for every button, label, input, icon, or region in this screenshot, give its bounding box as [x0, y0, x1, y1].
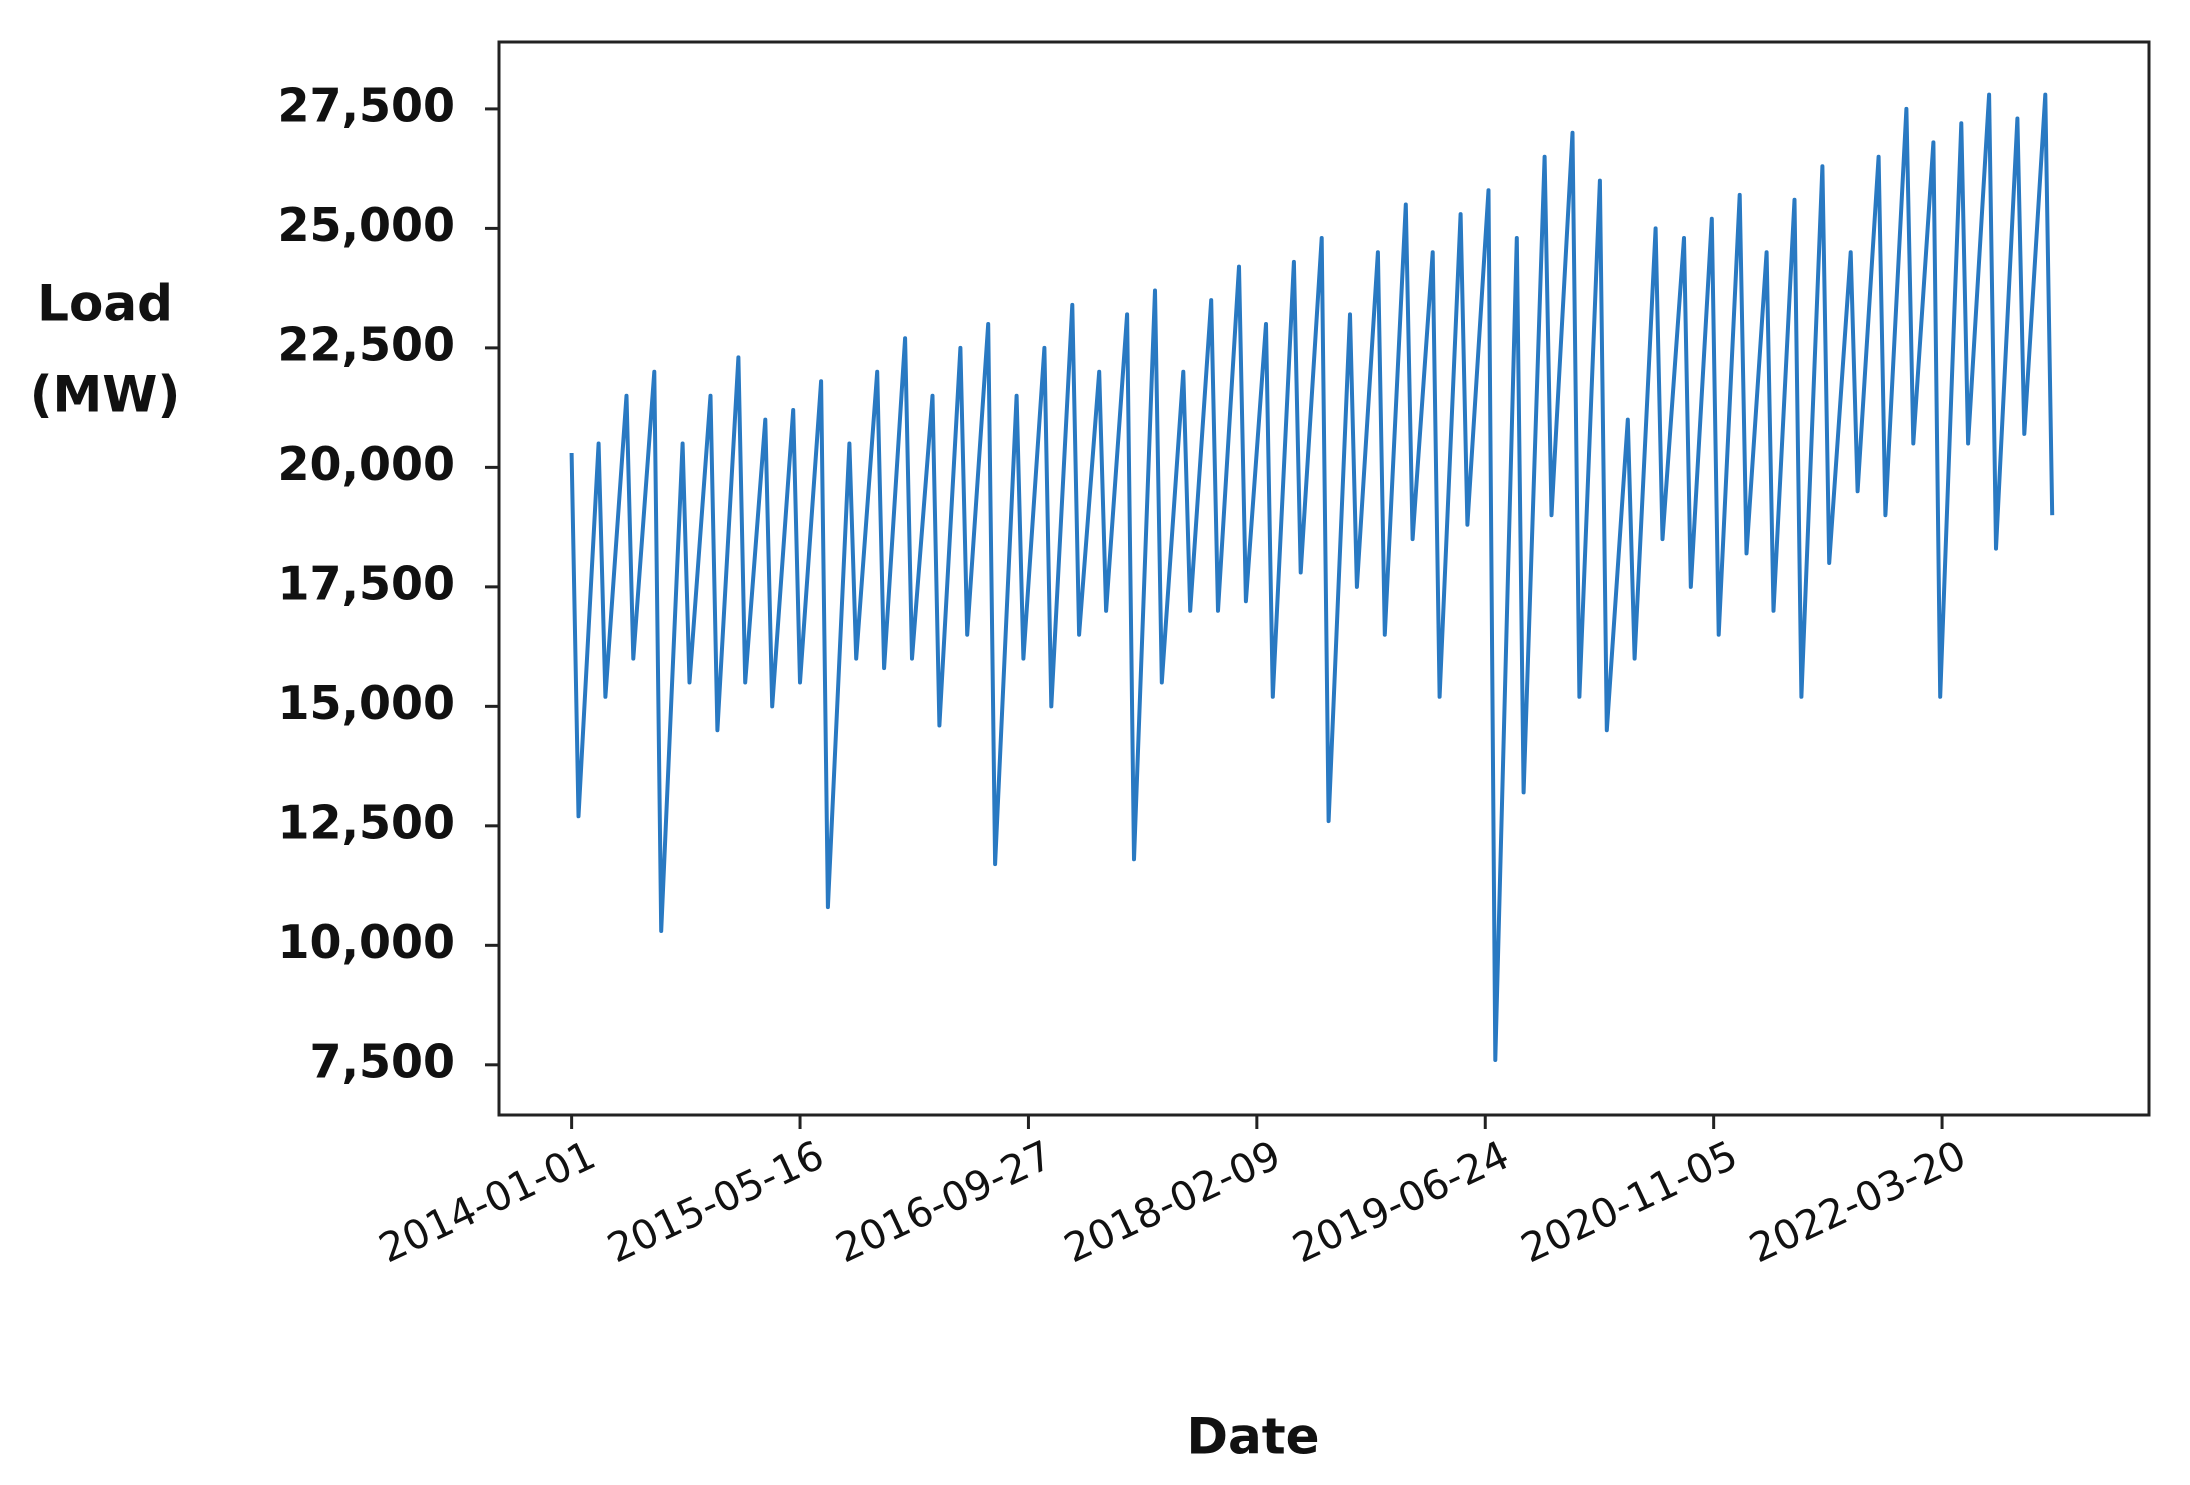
y-tick-label: 20,000	[277, 437, 455, 491]
y-tick-label: 27,500	[277, 78, 455, 132]
y-tick-label: 15,000	[277, 676, 455, 730]
data-line	[569, 92, 2055, 1062]
x-axis-label: Date	[1186, 1408, 1319, 1466]
plot-frame	[497, 40, 2151, 1117]
y-tick-label: 7,500	[309, 1034, 455, 1088]
x-tick-label: 2018-02-09	[1058, 1132, 1288, 1272]
x-tick-label: 2022-03-20	[1743, 1132, 1973, 1272]
x-tick-label: 2015-05-16	[601, 1132, 831, 1272]
y-tick-label: 10,000	[277, 915, 455, 969]
x-tick-label: 2020-11-05	[1514, 1132, 1744, 1272]
y-tick-label: 17,500	[277, 556, 455, 610]
y-tick-label: 22,500	[277, 317, 455, 371]
y-tick-label: 25,000	[277, 198, 455, 252]
y-axis-label: Load	[37, 275, 173, 333]
x-tick-label: 2014-01-01	[372, 1132, 602, 1272]
x-tick-label: 2019-06-24	[1286, 1132, 1516, 1272]
y-tick-label: 12,500	[277, 795, 455, 849]
y-axis-label: (MW)	[30, 366, 181, 424]
x-tick-label: 2016-09-27	[829, 1132, 1059, 1272]
